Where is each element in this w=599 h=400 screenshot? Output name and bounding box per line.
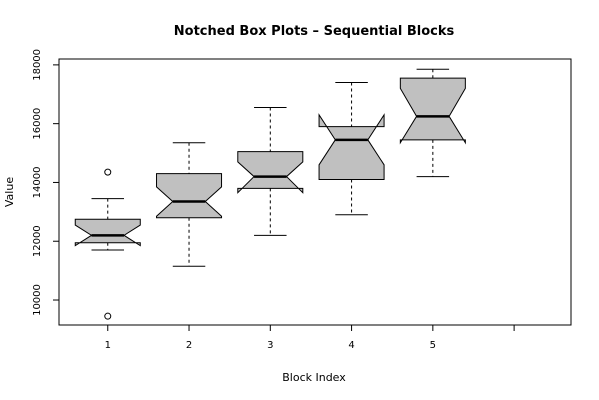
notched-box <box>237 151 304 194</box>
x-tick-label: 5 <box>430 340 436 351</box>
x-tick-label: 3 <box>267 340 273 351</box>
notched-box <box>74 218 141 247</box>
box-2 <box>156 142 223 267</box>
plot-layer <box>74 68 466 320</box>
y-axis-label: Value <box>3 177 16 207</box>
x-axis-label: Block Index <box>282 371 346 384</box>
x-tick-label: 2 <box>186 340 192 351</box>
box-4 <box>318 82 385 216</box>
outlier-point <box>104 312 112 320</box>
outlier-point <box>104 168 112 176</box>
y-tick-label: 10000 <box>32 284 43 316</box>
y-tick-label: 14000 <box>32 167 43 199</box>
x-tick-label: 4 <box>348 340 354 351</box>
y-tick-label: 16000 <box>32 108 43 140</box>
box-1 <box>74 168 141 320</box>
notched-box <box>318 113 385 181</box>
plot-frame <box>58 58 572 326</box>
box-3 <box>237 106 304 236</box>
notched-box <box>399 77 466 145</box>
x-tick-label: 1 <box>105 340 111 351</box>
chart-title: Notched Box Plots – Sequential Blocks <box>174 24 455 39</box>
box-5 <box>399 68 466 178</box>
y-tick-label: 18000 <box>32 49 43 81</box>
axes-layer: 1 2 3 4 5 10000 12000 14000 16000 18000 <box>32 49 515 351</box>
notched-box <box>156 173 223 219</box>
y-tick-label: 12000 <box>32 225 43 257</box>
